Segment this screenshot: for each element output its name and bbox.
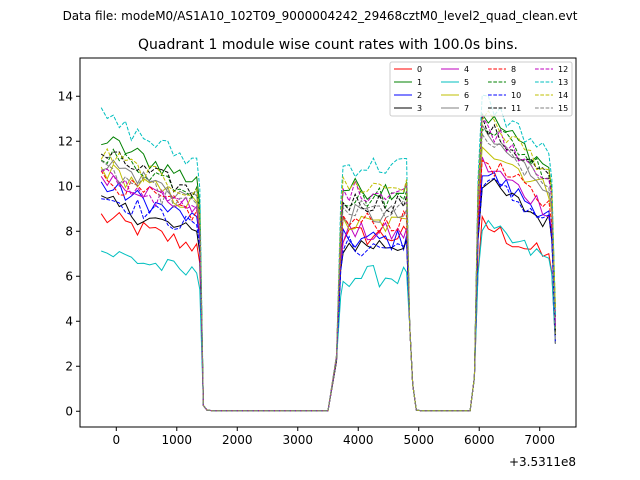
series-line-12: [101, 114, 556, 412]
x-tick-label: 4000: [343, 433, 374, 447]
legend-label-9: 9: [511, 78, 516, 87]
series-line-5: [101, 219, 556, 412]
x-tick-label: 5000: [403, 433, 434, 447]
y-tick-label: 2: [65, 359, 73, 373]
series-line-3: [100, 177, 556, 412]
series-line-2: [100, 171, 556, 412]
series-line-9: [100, 128, 556, 412]
series-line-14: [100, 110, 556, 412]
series-line-1: [101, 112, 556, 412]
x-offset-label: +3.5311e8: [509, 455, 576, 469]
series-line-8: [100, 159, 556, 412]
series-line-15: [100, 132, 556, 412]
axes-group: 0 1000 2000 3000 4000 5000 6000 7000 0 2 4 6 8 10 12 14: [58, 89, 555, 447]
x-tick-label: 3000: [282, 433, 313, 447]
y-tick-label: 12: [58, 134, 73, 148]
x-tick-label: 1000: [162, 433, 193, 447]
x-tick-label: 7000: [524, 433, 555, 447]
series-lines: [100, 94, 556, 412]
y-tick-label: 6: [65, 269, 73, 283]
legend-label-3: 3: [417, 104, 422, 113]
legend-label-8: 8: [511, 65, 516, 74]
chart-title: Quadrant 1 module wise count rates with …: [138, 37, 518, 53]
series-line-13: [100, 94, 556, 412]
y-tick-label: 0: [65, 404, 73, 418]
plot-frame: [79, 57, 577, 428]
legend-label-10: 10: [511, 91, 521, 100]
y-tick-label: 8: [65, 224, 73, 238]
legend-label-14: 14: [558, 91, 568, 100]
series-line-11: [100, 116, 556, 412]
series-line-10: [101, 177, 556, 412]
chart-suptitle: Data file: modeM0/AS1A10_102T09_90000042…: [63, 9, 578, 23]
legend-label-6: 6: [464, 91, 469, 100]
legend-label-15: 15: [558, 104, 568, 113]
x-tick-label: 2000: [222, 433, 253, 447]
x-tick-label: 0: [112, 433, 120, 447]
series-line-4: [100, 156, 556, 412]
legend-label-11: 11: [511, 104, 521, 113]
legend-label-5: 5: [464, 78, 469, 87]
legend-box: [389, 61, 573, 117]
legend-label-0: 0: [417, 65, 422, 74]
y-tick-label: 10: [58, 179, 73, 193]
legend-label-4: 4: [464, 65, 469, 74]
x-tick-label: 6000: [464, 433, 495, 447]
y-tick-label: 4: [65, 314, 73, 328]
legend-label-13: 13: [558, 78, 568, 87]
legend-label-7: 7: [464, 104, 469, 113]
legend-label-2: 2: [417, 91, 422, 100]
y-tick-label: 14: [58, 89, 73, 103]
series-line-0: [100, 211, 556, 412]
legend-label-1: 1: [417, 78, 422, 87]
legend-label-12: 12: [558, 65, 568, 74]
